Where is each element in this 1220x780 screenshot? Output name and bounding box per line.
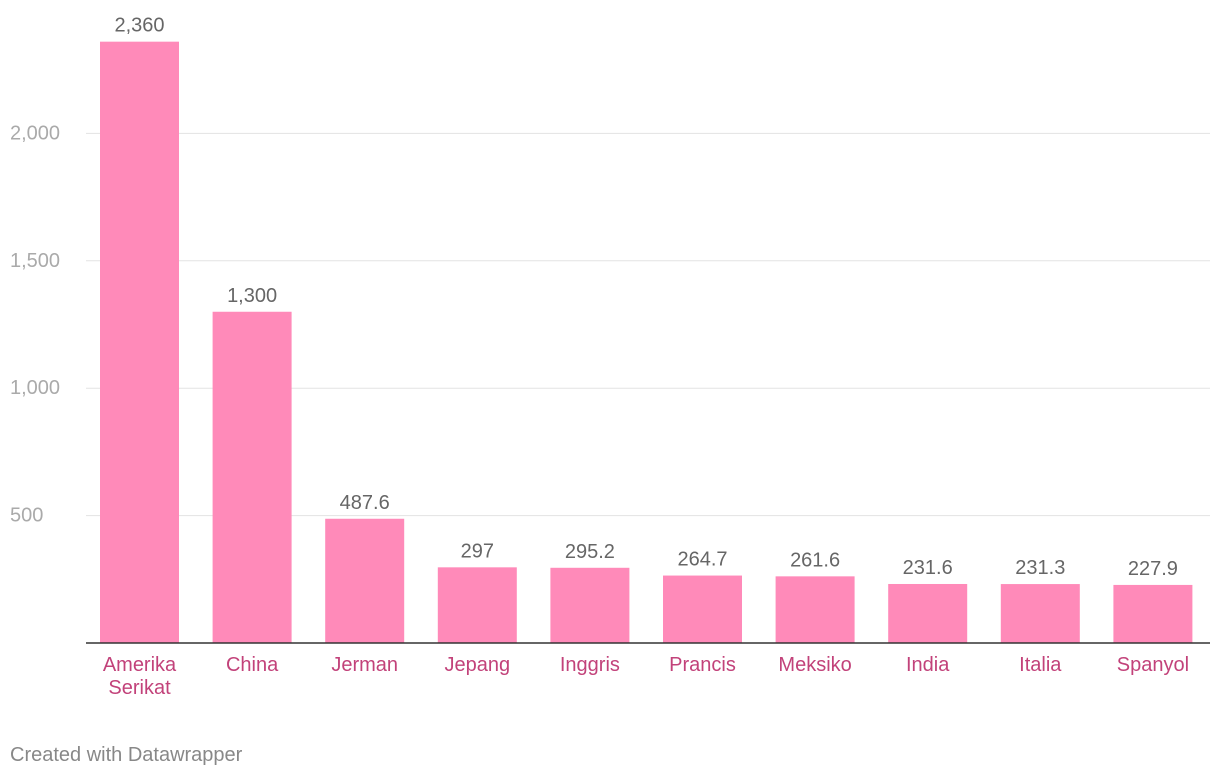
y-tick-label: 1,500	[10, 250, 60, 272]
bars	[100, 41, 1193, 644]
bar	[325, 518, 405, 643]
bar	[437, 567, 517, 643]
bar	[663, 575, 742, 643]
category-label: Jepang	[444, 654, 510, 676]
value-label: 264.7	[677, 549, 727, 571]
y-axis-ticks: 500 1,000 1,500 2,000	[10, 122, 60, 526]
bar	[212, 311, 292, 643]
value-label: 261.6	[790, 549, 840, 571]
category-label: Serikat	[108, 677, 171, 699]
value-label: 1,300	[227, 285, 277, 307]
bar	[775, 576, 855, 643]
category-label: China	[226, 654, 279, 676]
bar	[550, 567, 630, 643]
bar	[888, 583, 968, 643]
value-label: 2,360	[114, 15, 164, 37]
y-tick-label: 2,000	[10, 122, 60, 144]
footer-credit[interactable]: Created with Datawrapper	[10, 744, 243, 766]
bar	[1113, 584, 1193, 643]
category-label: Italia	[1019, 654, 1062, 676]
y-tick-label: 500	[10, 505, 43, 527]
value-label: 231.6	[903, 557, 953, 579]
bar	[100, 41, 179, 644]
category-label: Inggris	[560, 654, 620, 676]
bar	[1000, 584, 1080, 643]
category-label: Meksiko	[778, 654, 851, 676]
y-tick-label: 1,000	[10, 377, 60, 399]
value-label: 227.9	[1128, 558, 1178, 580]
value-labels: 2,360 1,300 487.6 297 295.2 264.7 261.6 231.6 23…	[114, 15, 1177, 580]
value-label: 487.6	[340, 492, 390, 514]
category-label: India	[906, 654, 950, 676]
category-label: Jerman	[331, 654, 398, 676]
value-label: 295.2	[565, 541, 615, 563]
category-label: Prancis	[669, 654, 736, 676]
value-label: 297	[461, 540, 494, 562]
value-label: 231.3	[1015, 557, 1065, 579]
category-label: Amerika	[103, 654, 177, 676]
category-label: Spanyol	[1117, 654, 1189, 676]
